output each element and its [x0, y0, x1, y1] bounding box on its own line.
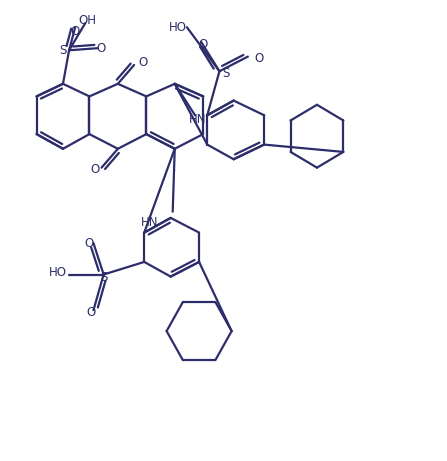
Text: S: S: [59, 44, 67, 57]
Text: O: O: [97, 41, 105, 55]
Text: O: O: [138, 55, 148, 69]
Text: O: O: [71, 25, 80, 38]
Text: O: O: [254, 52, 263, 65]
Text: O: O: [87, 306, 96, 319]
Text: HO: HO: [169, 21, 187, 34]
Text: O: O: [85, 236, 94, 249]
Text: O: O: [198, 37, 208, 51]
Text: HO: HO: [49, 266, 67, 279]
Text: S: S: [100, 271, 107, 284]
Text: O: O: [90, 163, 100, 176]
Text: HN: HN: [189, 113, 207, 126]
Text: OH: OH: [78, 14, 97, 28]
Text: S: S: [222, 67, 229, 80]
Text: HN: HN: [141, 216, 159, 229]
